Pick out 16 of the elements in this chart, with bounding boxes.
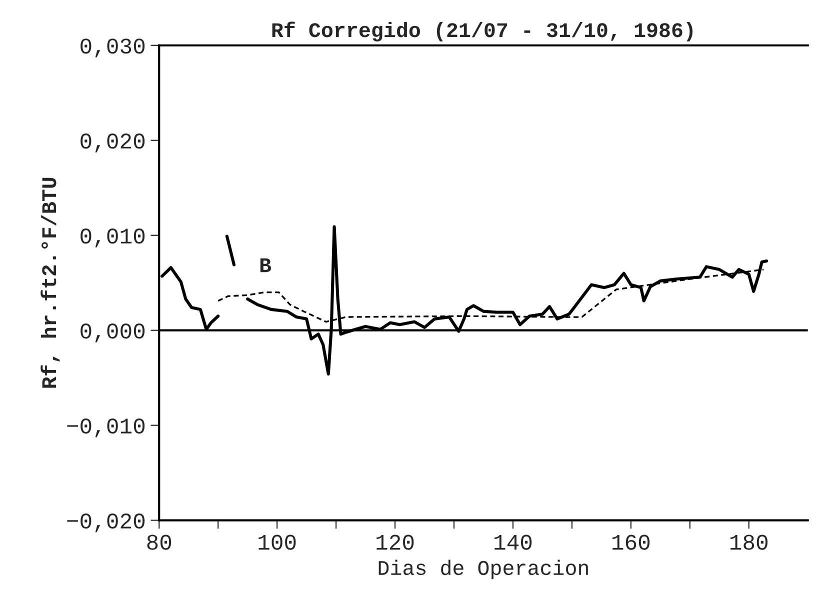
chart-title: Rf Corregido (21/07 - 31/10, 1986) — [272, 22, 692, 42]
x-tick-label: 100 — [258, 534, 296, 550]
x-tick-label: 160 — [612, 534, 650, 550]
x-tick-label: 120 — [376, 534, 414, 550]
y-tick-label: −0,010 — [67, 418, 145, 438]
y-tick-label: 0,000 — [80, 324, 145, 342]
y-tick-label: 0,030 — [80, 38, 145, 58]
annotation: B — [260, 258, 272, 272]
y-tick-label: −0,020 — [67, 513, 145, 532]
y-tick-label: 0,010 — [80, 228, 145, 248]
x-tick-label: 140 — [494, 534, 532, 550]
y-tick-label: 0,020 — [80, 134, 145, 152]
x-tick-label: 180 — [730, 534, 768, 550]
x-axis-title: Dias de Operacion — [378, 560, 588, 580]
y-axis-title: Rf, hr.ft2.°F/BTU — [40, 178, 60, 388]
x-tick-label: 80 — [147, 534, 172, 550]
